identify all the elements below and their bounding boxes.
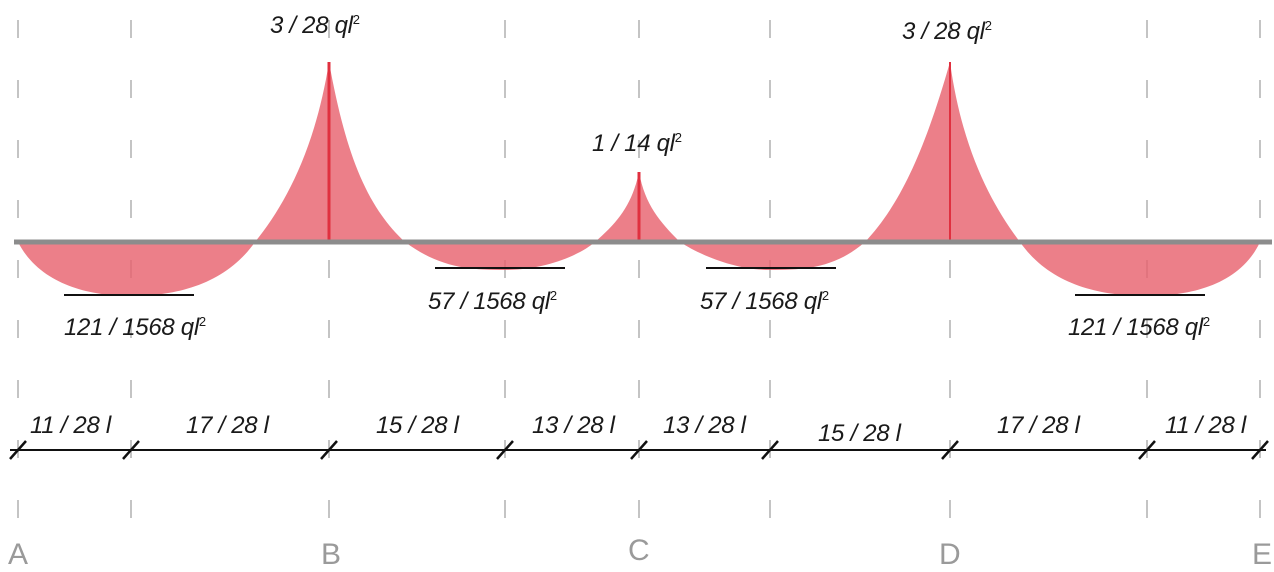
support-label-c: C	[628, 534, 650, 567]
moment-value: 57 / 1568 ql	[428, 288, 550, 315]
moment-label-span-cd: 57 / 1568 ql2	[700, 288, 829, 315]
support-label-d: D	[939, 538, 961, 571]
moment-value: 57 / 1568 ql	[700, 288, 822, 315]
dimension-tick	[122, 440, 140, 460]
moment-label-span-de: 121 / 1568 ql2	[1068, 314, 1210, 341]
exponent: 2	[674, 130, 682, 145]
dimension-label: 15 / 28 l	[376, 412, 459, 439]
moment-label-peak-d: 3 / 28 ql2	[902, 18, 992, 45]
exponent: 2	[549, 288, 557, 303]
dimension-label: 11 / 28 l	[1165, 412, 1246, 439]
dimension-tick	[9, 440, 27, 460]
exponent: 2	[821, 288, 829, 303]
dimension-label: 11 / 28 l	[30, 412, 111, 439]
moment-value: 3 / 28 ql	[902, 18, 985, 45]
moment-value: 121 / 1568 ql	[1068, 314, 1203, 341]
support-label-e: E	[1252, 538, 1273, 571]
dimension-tick	[941, 440, 959, 460]
dimension-label: 13 / 28 l	[532, 412, 615, 439]
dimension-tick	[630, 440, 648, 460]
dimension-tick	[761, 440, 779, 460]
moment-label-span-ab: 121 / 1568 ql2	[64, 314, 206, 341]
moment-label-peak-b: 3 / 28 ql2	[270, 12, 360, 39]
exponent: 2	[984, 18, 992, 33]
moment-value: 3 / 28 ql	[270, 12, 353, 39]
dimension-label: 17 / 28 l	[186, 412, 269, 439]
moment-value: 1 / 14 ql	[592, 130, 675, 157]
support-label-a: A	[8, 538, 29, 571]
support-label-b: B	[321, 538, 342, 571]
dimension-chain	[9, 440, 1269, 460]
exponent: 2	[198, 314, 206, 329]
dimension-label: 15 / 28 l	[818, 420, 901, 447]
dimension-tick	[1251, 440, 1269, 460]
dimension-tick	[496, 440, 514, 460]
moment-label-span-bc: 57 / 1568 ql2	[428, 288, 557, 315]
moment-label-peak-c: 1 / 14 ql2	[592, 130, 682, 157]
moment-value: 121 / 1568 ql	[64, 314, 199, 341]
dimension-label: 17 / 28 l	[997, 412, 1080, 439]
dimension-label: 13 / 28 l	[663, 412, 746, 439]
exponent: 2	[1202, 314, 1210, 329]
exponent: 2	[352, 12, 360, 27]
dimension-tick	[320, 440, 338, 460]
dimension-tick	[1138, 440, 1156, 460]
